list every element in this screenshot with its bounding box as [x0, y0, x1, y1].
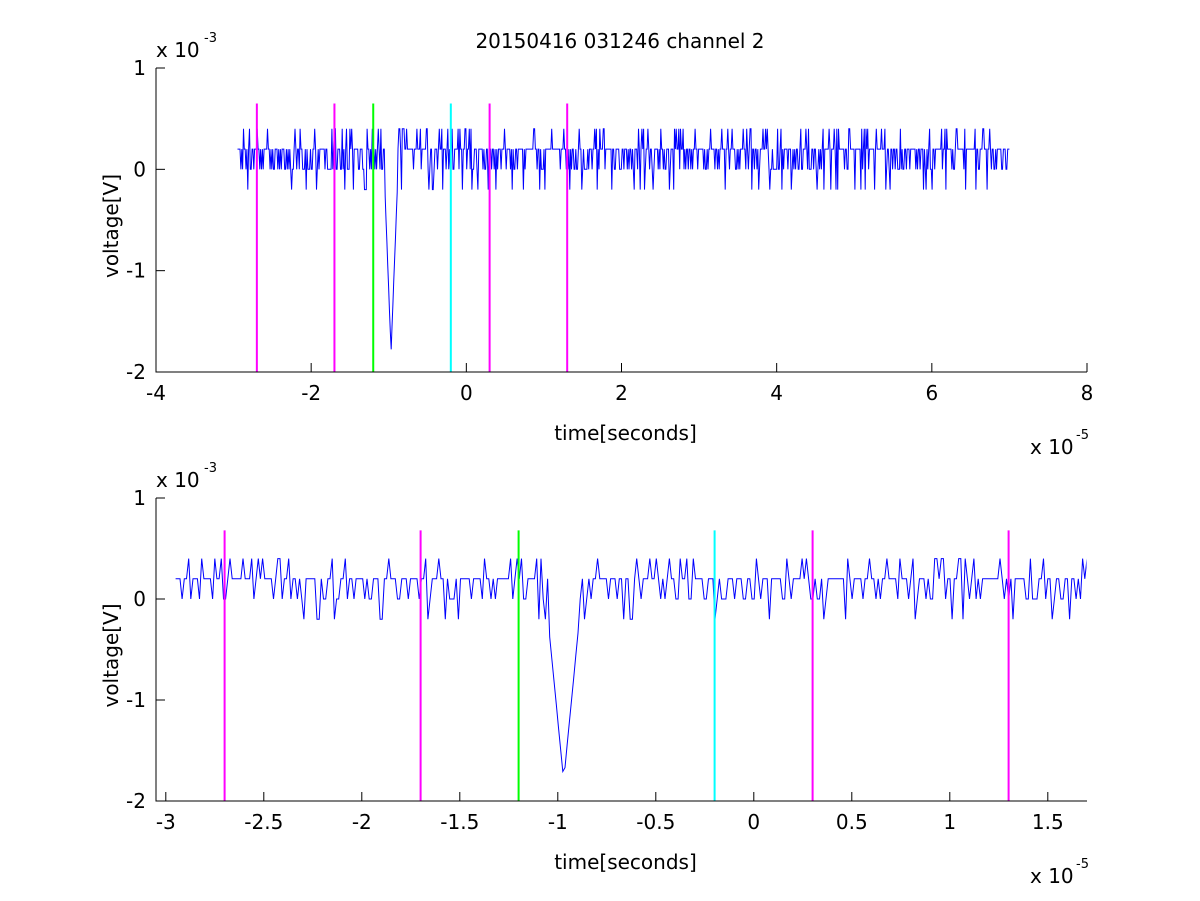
top-subplot: -4 -2 0 2 4 6 8-2-101time[seconds]voltage[V]x … [99, 31, 1093, 459]
x-tick-label: -1 [548, 810, 568, 834]
x-tick-label: 0.5 [836, 810, 868, 834]
x-tick-label: 8 [1081, 381, 1094, 405]
figure-title: 20150416 031246 channel 2 [475, 29, 764, 53]
y-tick-label: -1 [126, 688, 146, 712]
x-tick-label: -2 [352, 810, 372, 834]
y-tick-label: -1 [126, 259, 146, 283]
x-tick-label: -2 [301, 381, 321, 405]
y-exponent-superscript: -3 [204, 31, 217, 46]
x-exponent-superscript: -5 [1076, 857, 1089, 872]
x-tick-label: -0.5 [636, 810, 675, 834]
x-exponent-label: x 10 [1030, 435, 1074, 459]
x-tick-label: 4 [770, 381, 783, 405]
x-tick-label: 0 [747, 810, 760, 834]
bottom-subplot: -3 -2.5 -2 -1.5 -1 -0.5 0 0.5 1 1.5 -2 -1 0 1 time[sec… [99, 461, 1089, 888]
y-axis-label: voltage[V] [99, 603, 123, 707]
x-tick-label: 1 [943, 810, 956, 834]
x-tick-label: 0 [460, 381, 473, 405]
y-tick-label: 0 [133, 587, 146, 611]
y-tick-label: -2 [126, 789, 146, 813]
x-exponent-label: x 10 [1030, 864, 1074, 888]
x-tick-label: -3 [156, 810, 176, 834]
x-exponent-superscript: -5 [1076, 428, 1089, 443]
x-tick-label: 6 [925, 381, 938, 405]
y-tick-label: 1 [133, 486, 146, 510]
y-tick-label: 1 [133, 56, 146, 80]
x-tick-label: -4 [146, 381, 166, 405]
x-tick-label: -2.5 [244, 810, 283, 834]
x-tick-label: -1.5 [440, 810, 479, 834]
y-axis-label: voltage[V] [99, 174, 123, 278]
voltage-trace [175, 558, 1087, 774]
x-axis-label: time[seconds] [554, 850, 697, 874]
x-tick-label: 1.5 [1032, 810, 1064, 834]
y-exponent-label: x 10 [156, 468, 200, 492]
y-exponent-superscript: -3 [204, 461, 217, 476]
y-tick-label: -2 [126, 360, 146, 384]
axes-frame [155, 498, 1087, 802]
x-tick-label: 2 [615, 381, 628, 405]
x-axis-label: time[seconds] [554, 421, 697, 445]
axes-frame [155, 68, 1087, 373]
y-exponent-label: x 10 [156, 38, 200, 62]
y-tick-label: 0 [133, 157, 146, 181]
voltage-trace [237, 128, 1010, 350]
